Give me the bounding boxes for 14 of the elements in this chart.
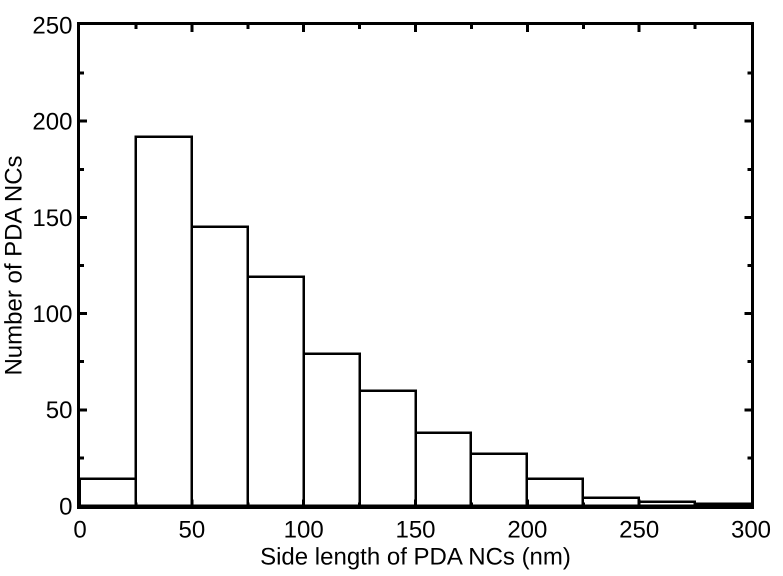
y-axis-title: Number of PDA NCs [0,155,28,376]
x-tick-label: 200 [507,516,548,544]
x-tick-label: 300 [730,516,772,544]
y-tick-label: 50 [46,397,72,424]
y-tick-label: 250 [32,12,72,40]
x-tick-label: 250 [619,516,660,544]
x-tick-label: 100 [284,516,324,544]
x-tick-label: 50 [178,516,206,544]
y-tick-label: 100 [32,301,72,328]
y-tick-label: 200 [32,108,72,136]
x-axis-title: Side length of PDA NCs (nm) [260,544,571,571]
y-tick-label: 150 [32,204,72,232]
x-tick-label: 150 [395,516,436,544]
y-tick-label: 0 [59,493,72,520]
